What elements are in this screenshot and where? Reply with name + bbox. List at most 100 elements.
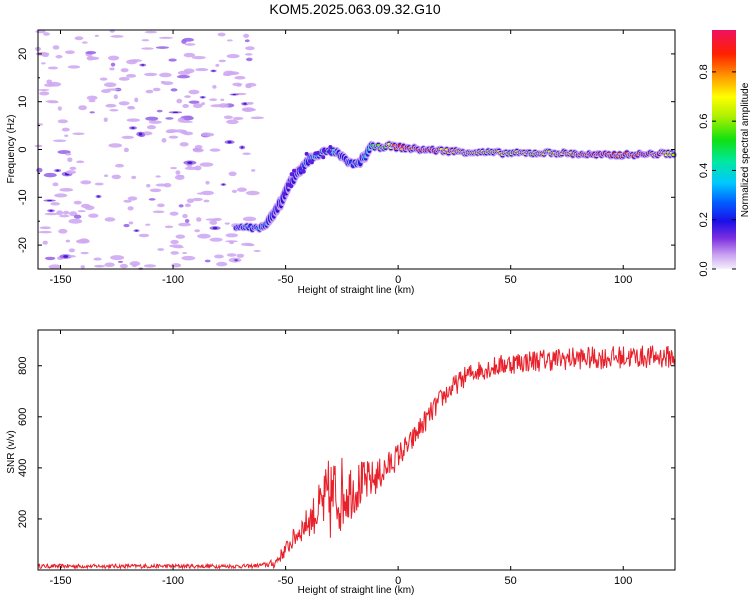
colorbar-tick-label: 0.4 — [698, 163, 710, 178]
noise-blob — [178, 222, 191, 227]
noise-blob — [118, 101, 130, 106]
noise-blob — [89, 111, 95, 114]
noise-blob — [174, 175, 185, 181]
noise-blob — [179, 142, 189, 147]
noise-blob — [141, 47, 154, 50]
spectrogram-plot-area — [38, 30, 675, 269]
noise-blob — [170, 239, 179, 245]
noise-blob — [108, 143, 123, 148]
noise-blob — [38, 230, 53, 234]
snr-y-tick-label: 600 — [17, 408, 29, 426]
noise-core — [240, 146, 244, 149]
noise-blob — [128, 221, 134, 225]
noise-blob — [242, 152, 251, 156]
noise-blob — [131, 175, 137, 180]
colorbar-gradient — [712, 30, 736, 269]
noise-blob — [215, 63, 220, 67]
noise-core — [172, 111, 179, 114]
noise-blob — [184, 43, 196, 46]
noise-blob — [118, 77, 130, 81]
noise-blob — [68, 255, 77, 258]
noise-blob — [209, 237, 223, 242]
noise-core — [131, 126, 135, 129]
snr-x-tick-label: 0 — [395, 575, 401, 587]
snr-y-label: SNR (v/v) — [6, 430, 17, 473]
noise-blob — [126, 59, 138, 65]
noise-blob — [204, 259, 211, 263]
colorbar-label: Normalized spectral amplitude — [740, 82, 750, 217]
noise-blob — [183, 52, 196, 58]
noise-blob — [184, 203, 191, 208]
spectrogram-x-tick-label: 50 — [505, 274, 517, 286]
noise-blob — [158, 36, 173, 39]
noise-blob — [39, 91, 50, 96]
noise-blob — [212, 85, 217, 89]
noise-blob — [107, 55, 120, 61]
noise-blob — [126, 118, 141, 122]
noise-blob — [144, 72, 158, 77]
noise-blob — [188, 89, 200, 95]
noise-blob — [65, 239, 71, 243]
noise-blob — [65, 152, 72, 156]
noise-blob — [65, 170, 77, 175]
noise-blob — [244, 39, 250, 43]
noise-blob — [192, 103, 203, 109]
noise-blob — [73, 200, 82, 205]
noise-blob — [201, 132, 215, 137]
noise-core — [222, 183, 225, 186]
snr-y-tick-label: 800 — [17, 357, 29, 375]
noise-blob — [216, 261, 228, 267]
noise-blob — [81, 41, 88, 44]
noise-blob — [205, 180, 210, 185]
noise-blob — [170, 166, 178, 170]
noise-blob — [218, 103, 229, 108]
noise-blob — [103, 82, 117, 88]
noise-blob — [127, 196, 138, 201]
noise-blob — [146, 125, 156, 130]
noise-blob — [105, 103, 117, 108]
noise-blob — [194, 145, 203, 149]
spectrogram-y-tick-label: -10 — [17, 189, 29, 205]
noise-blob — [176, 98, 183, 104]
snr-series-line — [37, 345, 676, 570]
noise-blob — [73, 214, 82, 219]
ridge-speckle — [321, 155, 326, 160]
noise-blob — [110, 255, 125, 261]
spectrogram-y-tick-label: -20 — [17, 237, 29, 253]
noise-blob — [119, 263, 128, 269]
noise-blob — [209, 98, 218, 101]
noise-blob — [192, 148, 204, 153]
noise-blob — [149, 188, 162, 193]
noise-blob — [56, 210, 64, 216]
noise-blob — [99, 77, 108, 81]
noise-blob — [43, 32, 50, 36]
noise-blob — [251, 169, 256, 172]
noise-blob — [67, 65, 81, 69]
noise-core — [227, 140, 232, 144]
noise-blob — [157, 203, 165, 208]
noise-blob — [166, 129, 178, 133]
noise-blob — [68, 218, 83, 224]
noise-blob — [203, 199, 210, 203]
noise-blob — [156, 109, 163, 113]
noise-blob — [155, 46, 169, 49]
snr-plot-area — [38, 330, 675, 570]
noise-blob — [44, 212, 59, 216]
noise-blob — [236, 253, 245, 258]
colorbar-tick-label: 0.2 — [698, 212, 710, 227]
noise-blob — [226, 39, 233, 42]
noise-core — [243, 102, 247, 105]
noise-blob — [226, 253, 237, 257]
noise-blob — [64, 50, 75, 54]
noise-blob — [134, 97, 139, 103]
noise-blob — [220, 98, 225, 101]
noise-blob — [242, 216, 257, 222]
ridge-speckle — [301, 168, 306, 173]
noise-blob — [168, 58, 177, 62]
noise-blob — [184, 95, 191, 99]
ridge-speckle — [298, 166, 303, 171]
noise-blob — [36, 167, 43, 173]
noise-blob — [148, 120, 162, 124]
noise-blob — [113, 94, 118, 100]
noise-blob — [59, 214, 70, 218]
